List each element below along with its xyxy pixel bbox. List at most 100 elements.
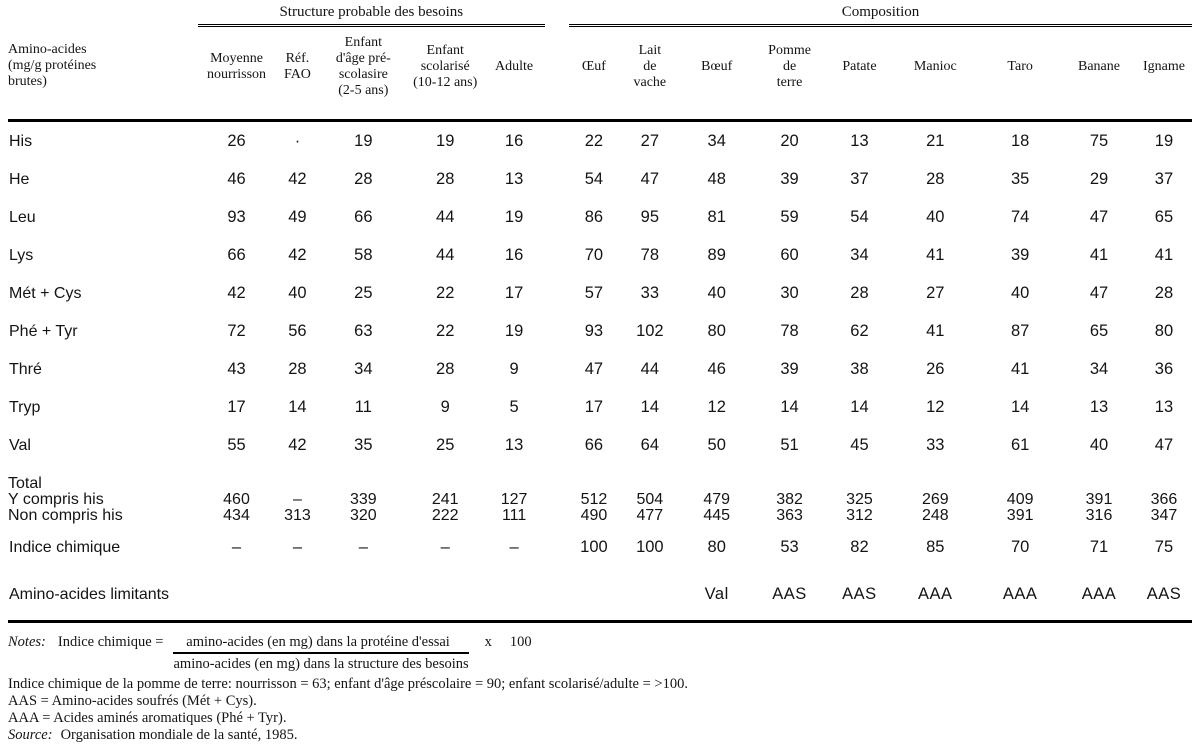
table-cell: 93 [227, 208, 246, 226]
table-cell [275, 565, 319, 622]
table-cell: 17 [584, 398, 604, 416]
table-cell: AAA [918, 585, 953, 603]
row-label: Indice chimique [9, 538, 121, 556]
table-cell: 391 316 [1085, 491, 1113, 524]
column-gap [545, 160, 569, 198]
table-row-chemical-index: Indice chimique – – – – – 100 100 80 53 82 85 70 71 75 [8, 524, 1192, 565]
column-gap [545, 524, 569, 565]
formula-numerator: amino-acides (en mg) dans la protéine d'… [173, 634, 469, 654]
table-row: Tryp 17 14 11 9 5 17 14 12 14 14 12 14 13 13 [8, 388, 1192, 426]
table-cell: 12 [707, 398, 726, 416]
table-cell: 5 [509, 398, 519, 416]
table-cell: 22 [436, 284, 455, 302]
table-cell: 93 [584, 322, 604, 340]
table-cell: 42 [288, 170, 307, 188]
row-label: Mét + Cys [9, 284, 82, 302]
column-header: Œuf [581, 59, 606, 74]
table-cell: 479 445 [703, 491, 731, 524]
table-cell: 25 [354, 284, 373, 302]
table-cell: 25 [436, 436, 455, 454]
table-cell: 35 [1010, 170, 1030, 188]
column-header: Taro [1007, 59, 1033, 74]
table-cell: 241 222 [431, 491, 459, 524]
table-cell: 54 [584, 170, 604, 188]
table-cell: 16 [504, 246, 524, 264]
table-cell: – [231, 538, 242, 556]
table-cell: 34 [707, 132, 726, 150]
table-row: Lys 66 42 58 44 16 70 78 89 60 34 41 39 41 41 [8, 236, 1192, 274]
column-header: Réf. FAO [283, 51, 311, 82]
table-cell: 50 [707, 436, 726, 454]
table-cell: 19 [504, 208, 524, 226]
table-cell: 34 [850, 246, 869, 264]
table-cell: 37 [1154, 170, 1174, 188]
table-row-total: Total Y compris his Non compris his 460 4… [8, 464, 1192, 524]
table-cell: 40 [1010, 284, 1030, 302]
table-cell: 86 [584, 208, 604, 226]
table-cell: AAS [842, 585, 877, 603]
table-cell: 27 [640, 132, 660, 150]
table-cell: 44 [640, 360, 660, 378]
table-cell: 65 [1154, 208, 1174, 226]
table-cell: 48 [707, 170, 726, 188]
row-label: Leu [9, 208, 36, 226]
table-cell: 42 [288, 436, 307, 454]
table-cell: 61 [1010, 436, 1030, 454]
table-cell [407, 565, 483, 622]
table-cell: 53 [780, 538, 799, 556]
table-cell: 41 [926, 322, 945, 340]
table-cell: 40 [288, 284, 307, 302]
table-cell: 34 [354, 360, 373, 378]
row-label: Thré [9, 360, 42, 378]
table-cell: 35 [354, 436, 373, 454]
column-header: Enfant d'âge pré- scolasire (2-5 ans) [335, 35, 391, 98]
table-cell: – [509, 538, 519, 556]
table-cell: 30 [780, 284, 799, 302]
table-cell: 42 [227, 284, 246, 302]
table-cell: Val [704, 585, 729, 603]
table-cell: 16 [504, 132, 524, 150]
formula-lhs: Indice chimique = [57, 634, 164, 650]
row-label: Val [9, 436, 31, 454]
notes-section: Notes: Indice chimique = amino-acides (e… [8, 634, 1192, 744]
column-header: Patate [842, 59, 877, 74]
table-cell: 55 [227, 436, 246, 454]
table-cell: 17 [504, 284, 524, 302]
table-cell: 26 [926, 360, 945, 378]
table-cell: 78 [640, 246, 660, 264]
table-cell: 33 [926, 436, 945, 454]
table-cell: 80 [707, 538, 726, 556]
table-cell: 100 [580, 538, 608, 556]
row-label: Total Y compris his Non compris his [8, 475, 123, 524]
table-cell: 57 [584, 284, 604, 302]
table-cell: 22 [584, 132, 604, 150]
column-gap [545, 312, 569, 350]
table-cell: 44 [436, 246, 455, 264]
table-cell: 13 [1154, 398, 1174, 416]
table-cell: 70 [584, 246, 604, 264]
table-cell: AAS [1146, 585, 1182, 603]
table-cell: 28 [288, 360, 307, 378]
column-gap [545, 388, 569, 426]
table-cell: 58 [354, 246, 373, 264]
table-cell: 38 [850, 360, 869, 378]
amino-acid-table: Structure probable des besoins Compositio… [8, 4, 1192, 623]
table-cell: 89 [707, 246, 726, 264]
table-cell: 87 [1010, 322, 1030, 340]
table-row-limiting: Amino-acides limitants Val AAS AAS AAA AAA AAA… [8, 565, 1192, 622]
column-header: Manioc [913, 59, 957, 74]
table-row: Leu 93 49 66 44 19 86 95 81 59 54 40 74 47 65 [8, 198, 1192, 236]
table-row: He 46 42 28 28 13 54 47 48 39 37 28 35 29 37 [8, 160, 1192, 198]
column-gap [545, 274, 569, 312]
table-cell [483, 565, 545, 622]
table-cell: 63 [354, 322, 373, 340]
table-cell: 44 [436, 208, 455, 226]
table-cell: 62 [850, 322, 869, 340]
column-header: Banane [1078, 59, 1120, 74]
table-cell: 14 [850, 398, 869, 416]
table-cell: 13 [504, 436, 524, 454]
column-gap [545, 4, 569, 26]
table-cell: 47 [640, 170, 660, 188]
column-header: Igname [1142, 59, 1185, 74]
